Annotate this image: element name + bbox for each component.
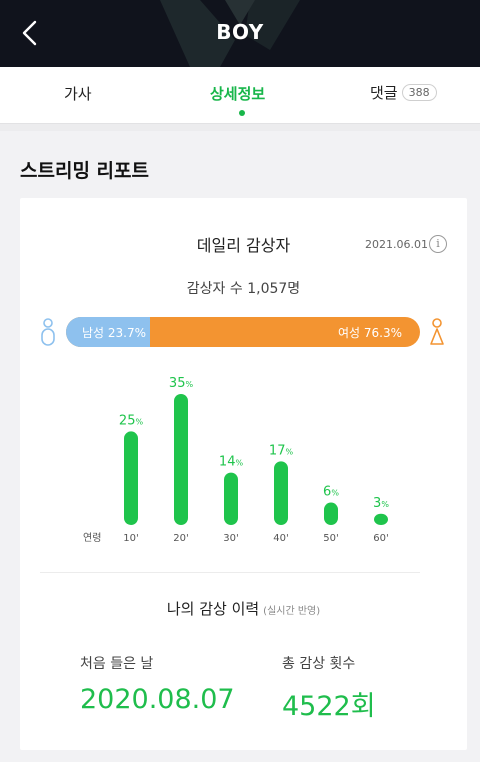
info-icon[interactable]: i [429, 235, 447, 253]
x-axis-label: 연령 [83, 532, 101, 544]
age-bar [224, 472, 238, 525]
tab-details[interactable]: 상세정보 [210, 85, 266, 103]
tab-lyrics[interactable]: 가사 [64, 85, 92, 103]
gender-ratio-bar: 남성 23.7% 여성 76.3% [66, 317, 420, 347]
tab-comments[interactable]: 댓글 388 [370, 82, 437, 103]
bar-value-label: 14% [219, 455, 244, 470]
total-plays-label: 총 감상 횟수 [282, 656, 356, 672]
female-icon [430, 318, 444, 345]
x-tick-label: 60' [373, 533, 388, 544]
age-bar [324, 502, 338, 525]
listener-count: 감상자 수 1,057명 [186, 281, 301, 297]
bar-value-label: 35% [169, 376, 194, 391]
bar-value-label: 25% [119, 413, 144, 428]
first-listened-label: 처음 들은 날 [80, 656, 154, 672]
report-date: 2021.06.01 [365, 238, 428, 251]
male-ratio-fill [66, 317, 150, 347]
tab-divider [0, 123, 480, 131]
history-title-text: 나의 감상 이력 [166, 600, 260, 618]
age-bar [374, 513, 388, 525]
female-ratio-label: 여성 76.3% [337, 326, 402, 340]
tab-bar: 가사 상세정보 댓글 388 [0, 67, 480, 123]
x-tick-label: 50' [323, 533, 338, 544]
age-distribution-chart: 연령 25% 10' 35% 20' 14% 30' 17% 40' 6% 50' 3% 60' [83, 376, 389, 544]
x-tick-label: 30' [223, 533, 238, 544]
card-separator [40, 572, 420, 573]
age-bar [174, 394, 188, 525]
daily-listeners-title: 데일리 감상자 [196, 236, 291, 255]
male-ratio-label: 남성 23.7% [82, 326, 147, 340]
comment-count-badge: 388 [401, 84, 437, 101]
song-title: BOY [216, 20, 264, 44]
male-icon [41, 318, 55, 346]
total-plays-value: 4522회 [282, 691, 376, 722]
app-header: BOY [0, 0, 480, 67]
bar-value-label: 6% [323, 485, 339, 500]
history-note: (실시간 반영) [263, 606, 321, 617]
bar-value-label: 3% [373, 496, 389, 511]
age-bar [274, 461, 288, 525]
back-icon[interactable] [14, 16, 48, 50]
x-tick-label: 40' [273, 533, 288, 544]
history-title: 나의 감상 이력 (실시간 반영) [20, 598, 467, 619]
album-art-backdrop [160, 0, 300, 67]
age-bar [124, 431, 138, 525]
section-title: 스트리밍 리포트 [20, 160, 149, 182]
x-tick-label: 10' [123, 533, 138, 544]
active-tab-indicator [239, 110, 245, 116]
bar-value-label: 17% [269, 443, 294, 458]
streaming-report-card: 데일리 감상자 2021.06.01 i 감상자 수 1,057명 남성 23.… [20, 198, 467, 750]
tab-comments-label: 댓글 [370, 84, 398, 102]
first-listened-value: 2020.08.07 [80, 684, 235, 715]
x-tick-label: 20' [173, 533, 188, 544]
